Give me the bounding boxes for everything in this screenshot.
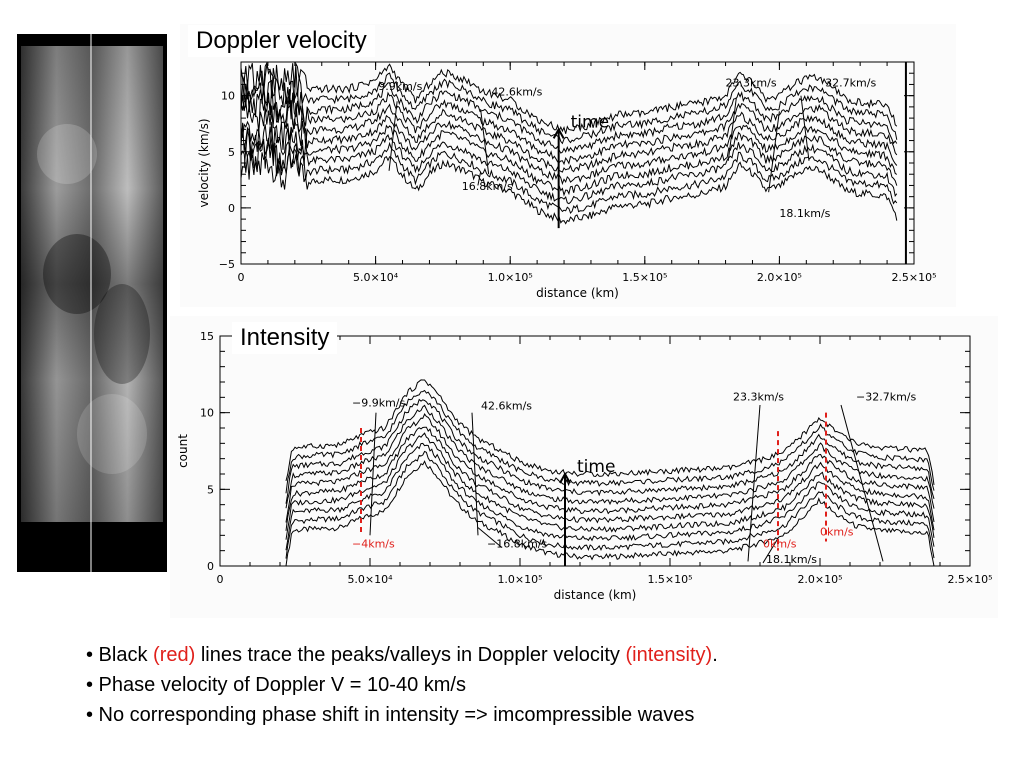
velocity-series-line — [240, 137, 898, 214]
intensity-red-trace-label: 0km/s — [820, 525, 854, 538]
bullet-red-text: (red) — [153, 644, 196, 666]
intensity-trace-label: −9.9km/s — [352, 397, 406, 410]
velocity-trace-label: 16.8km/s — [462, 180, 513, 193]
velocity-y-tick-label: −5 — [219, 258, 235, 271]
intensity-y-tick-label: 5 — [207, 483, 214, 496]
velocity-series-line — [240, 149, 898, 225]
velocity-trace-label: 23.3km/s — [726, 77, 777, 90]
velocity-x-tick-label: 5.0×10⁴ — [353, 271, 399, 284]
intensity-trace-line — [471, 412, 479, 536]
intensity-x-tick-label: 5.0×10⁴ — [347, 573, 393, 586]
velocity-trace-label: 32.7km/s — [825, 77, 876, 90]
bullet-item: • Phase velocity of Doppler V = 10-40 km… — [86, 670, 986, 700]
intensity-trace-line — [369, 412, 377, 536]
intensity-trace-line — [840, 404, 884, 562]
velocity-x-tick-label: 2.5×10⁵ — [891, 271, 936, 284]
intensity-y-axis-label: count — [176, 434, 190, 468]
bullet-text: lines trace the peaks/valleys in Doppler… — [195, 644, 626, 666]
velocity-x-tick-label: 0 — [238, 271, 245, 284]
intensity-trace-label: −16.8km/s — [487, 538, 548, 551]
bullet-text: . — [712, 644, 718, 666]
intensity-red-trace-label: 0km/s — [763, 538, 797, 551]
velocity-trace-line — [388, 101, 398, 171]
velocity-series-line — [240, 87, 898, 166]
intensity-x-tick-label: 1.0×10⁵ — [497, 573, 542, 586]
velocity-x-tick-label: 1.0×10⁵ — [488, 271, 533, 284]
doppler-velocity-chart: 0 5.0×10⁴ 1.0×10⁵ 1.5×10⁵ 2.0×10⁵ 2.5×10⁵ −5 0 5… — [180, 24, 956, 307]
intensity-trace-label: 18.1km/s — [766, 553, 817, 566]
intensity-y-tick-label: 10 — [200, 407, 214, 420]
velocity-series-line — [240, 126, 898, 205]
velocity-trace-line — [480, 109, 490, 175]
velocity-series-line — [240, 98, 898, 173]
intensity-svg: 0 5.0×10⁴ 1.0×10⁵ 1.5×10⁵ 2.0×10⁵ 2.5×10⁵ 0 5 10… — [176, 330, 993, 602]
intensity-x-tick-label: 0 — [217, 573, 224, 586]
intensity-x-axis-label: distance (km) — [554, 588, 637, 602]
velocity-time-arrow-head — [552, 127, 565, 139]
intensity-trace-line — [762, 538, 779, 564]
bullet-text: • Phase velocity of Doppler V = 10-40 km… — [86, 674, 466, 696]
velocity-series-line — [240, 76, 898, 154]
velocity-series-line — [240, 105, 898, 186]
velocity-y-tick-label: 5 — [228, 146, 235, 159]
intensity-trace-label: −32.7km/s — [856, 390, 917, 403]
intensity-trace-label: 42.6km/s — [481, 400, 532, 413]
bullet-list: • Black (red) lines trace the peaks/vall… — [86, 640, 986, 730]
time-distance-image-svg — [17, 34, 167, 572]
velocity-trace-line — [477, 171, 482, 186]
velocity-y-tick-label: 10 — [221, 90, 235, 103]
intensity-plot-frame — [219, 335, 971, 567]
velocity-series-line — [240, 121, 898, 197]
velocity-trace-label: 42.6km/s — [491, 86, 542, 99]
velocity-y-tick-label: 0 — [228, 202, 235, 215]
intensity-trace-line — [477, 527, 503, 548]
intensity-trace-label: 23.3km/s — [733, 390, 784, 403]
intensity-time-arrow-head — [559, 471, 571, 484]
velocity-trace-line — [768, 111, 780, 193]
intensity-x-tick-label: 1.5×10⁵ — [647, 573, 692, 586]
velocity-series-line — [240, 61, 898, 134]
intensity-chart: 0 5.0×10⁴ 1.0×10⁵ 1.5×10⁵ 2.0×10⁵ 2.5×10⁵ 0 5 10… — [170, 316, 998, 618]
velocity-x-tick-label: 1.5×10⁵ — [622, 271, 667, 284]
bullet-red-text: (intensity) — [625, 644, 713, 666]
intensity-x-tick-label: 2.0×10⁵ — [797, 573, 842, 586]
intensity-series-line — [285, 398, 935, 504]
velocity-trace-label: 18.1km/s — [779, 207, 830, 220]
velocity-trace-label: 9.9km/s — [378, 80, 422, 93]
bullet-text: • No corresponding phase shift in intens… — [86, 704, 695, 726]
velocity-x-axis-label: distance (km) — [536, 286, 619, 300]
velocity-series-line — [240, 64, 898, 145]
bullet-item: • Black (red) lines trace the peaks/vall… — [86, 640, 986, 670]
intensity-time-label: time — [577, 457, 615, 477]
velocity-time-label: time — [571, 112, 609, 132]
intensity-y-tick-label: 0 — [207, 560, 214, 573]
velocity-x-tick-label: 2.0×10⁵ — [757, 271, 802, 284]
intensity-trace-line — [747, 404, 761, 562]
intensity-title: Intensity — [232, 322, 338, 354]
velocity-trace-line — [727, 97, 737, 161]
velocity-trace-line — [800, 95, 810, 161]
doppler-velocity-svg: 0 5.0×10⁴ 1.0×10⁵ 1.5×10⁵ 2.0×10⁵ 2.5×10⁵−505… — [197, 61, 937, 300]
intensity-x-tick-label: 2.5×10⁵ — [947, 573, 992, 586]
velocity-y-axis-label: velocity (km/s) — [197, 118, 211, 207]
doppler-velocity-title: Doppler velocity — [188, 25, 375, 57]
bullet-text: • Black — [86, 644, 154, 666]
bullet-item: • No corresponding phase shift in intens… — [86, 700, 986, 730]
time-distance-image — [17, 34, 167, 572]
intensity-y-tick-label: 15 — [200, 330, 214, 343]
intensity-red-trace-label: −4km/s — [352, 538, 395, 551]
intensity-series-line — [285, 404, 935, 509]
